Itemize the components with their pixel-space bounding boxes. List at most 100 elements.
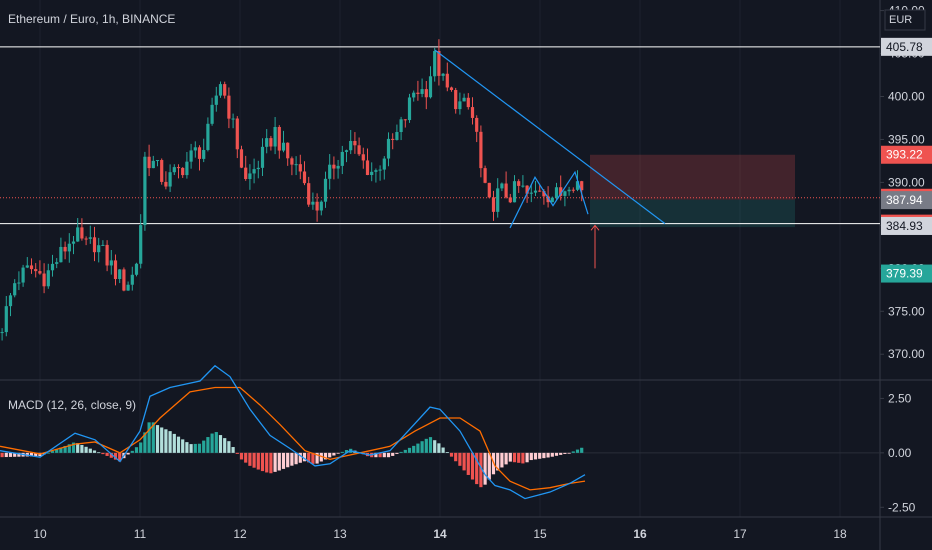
macd-histogram-bar bbox=[500, 452, 504, 468]
macd-histogram-bar bbox=[533, 452, 538, 460]
candle-body bbox=[454, 90, 458, 110]
macd-histogram-bar bbox=[437, 443, 441, 453]
macd-histogram-bar bbox=[8, 452, 13, 457]
macd-histogram-bar bbox=[508, 452, 512, 462]
candle-body bbox=[235, 118, 239, 150]
macd-histogram-bar bbox=[420, 441, 424, 453]
candle-body bbox=[13, 283, 17, 296]
macd-histogram-bar bbox=[479, 452, 483, 488]
candle-body bbox=[118, 269, 122, 280]
candle-body bbox=[202, 149, 206, 159]
macd-histogram-bar bbox=[126, 452, 130, 455]
candle-body bbox=[197, 147, 202, 159]
price-tick-label: 370.00 bbox=[888, 347, 925, 361]
macd-histogram-bar bbox=[17, 452, 21, 457]
macd-histogram-bar bbox=[59, 447, 63, 453]
candle-body bbox=[109, 260, 113, 266]
candle-body bbox=[231, 118, 235, 120]
candle-body bbox=[403, 119, 407, 121]
macd-histogram-bar bbox=[118, 452, 122, 462]
macd-histogram-bar bbox=[46, 452, 50, 454]
macd-histogram-bar bbox=[202, 440, 206, 453]
macd-histogram-bar bbox=[378, 452, 382, 458]
macd-tick-label: 0.00 bbox=[888, 446, 912, 460]
macd-line bbox=[0, 364, 586, 500]
currency-label[interactable]: EUR bbox=[889, 14, 913, 26]
candle-body bbox=[563, 191, 567, 196]
macd-histogram-bar bbox=[567, 452, 571, 454]
candle-body bbox=[307, 183, 311, 205]
candle-body bbox=[437, 51, 441, 76]
macd-histogram-bar bbox=[424, 438, 428, 453]
macd-histogram-bar bbox=[487, 452, 491, 480]
candle-body bbox=[139, 225, 143, 264]
price-tick-label: 400.00 bbox=[888, 90, 925, 104]
macd-histogram-bar bbox=[542, 452, 546, 459]
candle-body bbox=[491, 197, 496, 212]
price-tick-label: 395.00 bbox=[888, 132, 925, 146]
candle-body bbox=[441, 73, 445, 76]
macd-histogram-bar bbox=[525, 452, 529, 463]
macd-histogram-bar bbox=[315, 452, 319, 464]
candle-body bbox=[504, 183, 508, 198]
macd-histogram-bar bbox=[92, 450, 97, 453]
macd-histogram-bar bbox=[29, 452, 34, 457]
macd-histogram-bar bbox=[441, 447, 445, 453]
macd-histogram-bar bbox=[164, 429, 168, 453]
candle-body bbox=[336, 165, 340, 169]
macd-indicator-label[interactable]: MACD (12, 26, close, 9) bbox=[8, 398, 137, 412]
macd-histogram-bar bbox=[105, 452, 109, 456]
candle-body bbox=[475, 117, 479, 132]
time-tick-label: 16 bbox=[633, 527, 647, 541]
macd-histogram-bar bbox=[298, 452, 302, 463]
candle-body bbox=[290, 158, 294, 165]
macd-histogram-bar bbox=[466, 452, 470, 475]
macd-histogram-bar bbox=[571, 451, 575, 453]
candle-body bbox=[357, 145, 361, 155]
arrow-head bbox=[590, 224, 600, 231]
candle-body bbox=[319, 201, 323, 211]
take-profit-zone bbox=[590, 199, 795, 228]
macd-histogram-bar bbox=[428, 437, 433, 453]
macd-histogram-bar bbox=[382, 452, 386, 458]
candle-body bbox=[567, 189, 571, 192]
candle-body bbox=[538, 190, 542, 192]
candle-body bbox=[67, 243, 71, 252]
candle-body bbox=[458, 101, 462, 110]
macd-histogram-bar bbox=[286, 452, 290, 468]
candle-body bbox=[185, 161, 189, 176]
macd-histogram-bar bbox=[517, 452, 521, 463]
candle-body bbox=[172, 167, 176, 173]
candle-body bbox=[378, 169, 382, 171]
candle-body bbox=[575, 181, 580, 190]
macd-histogram-bar bbox=[281, 452, 286, 469]
candle-body bbox=[46, 270, 50, 287]
macd-tick-label: 2.50 bbox=[888, 391, 912, 405]
macd-histogram-bar bbox=[386, 452, 391, 458]
candle-body bbox=[8, 295, 13, 307]
macd-histogram-bar bbox=[151, 422, 155, 453]
candle-body bbox=[223, 84, 227, 96]
macd-histogram-bar bbox=[134, 447, 139, 453]
macd-histogram-bar bbox=[101, 452, 105, 455]
candle-body bbox=[487, 182, 491, 198]
macd-histogram-bar bbox=[256, 452, 260, 470]
macd-histogram-bar bbox=[344, 450, 349, 453]
candle-body bbox=[302, 171, 307, 184]
time-tick-label: 11 bbox=[134, 527, 147, 541]
macd-histogram-bar bbox=[302, 452, 307, 462]
candle-body bbox=[399, 119, 403, 133]
candle-body bbox=[4, 306, 8, 333]
macd-histogram-bar bbox=[416, 443, 420, 453]
macd-histogram-bar bbox=[563, 452, 567, 454]
candle-body bbox=[559, 187, 563, 196]
macd-histogram-bar bbox=[143, 432, 147, 453]
price-axis-label-box bbox=[881, 145, 932, 164]
candle-body bbox=[298, 164, 302, 172]
candle-body bbox=[218, 84, 223, 96]
macd-histogram-bar bbox=[269, 452, 273, 474]
candle-body bbox=[311, 201, 315, 205]
candle-body bbox=[248, 173, 252, 180]
macd-histogram-bar bbox=[512, 452, 517, 463]
